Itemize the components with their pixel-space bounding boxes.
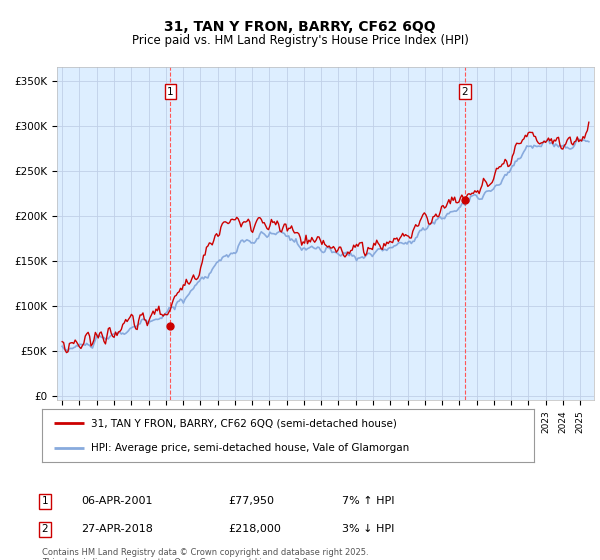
- Text: 27-APR-2018: 27-APR-2018: [81, 524, 153, 534]
- Text: Price paid vs. HM Land Registry's House Price Index (HPI): Price paid vs. HM Land Registry's House …: [131, 34, 469, 46]
- Text: 1: 1: [41, 496, 49, 506]
- Text: 3% ↓ HPI: 3% ↓ HPI: [342, 524, 394, 534]
- Text: HPI: Average price, semi-detached house, Vale of Glamorgan: HPI: Average price, semi-detached house,…: [91, 442, 409, 452]
- Text: 31, TAN Y FRON, BARRY, CF62 6QQ (semi-detached house): 31, TAN Y FRON, BARRY, CF62 6QQ (semi-de…: [91, 418, 397, 428]
- Text: £218,000: £218,000: [228, 524, 281, 534]
- Text: 2: 2: [41, 524, 49, 534]
- Text: Contains HM Land Registry data © Crown copyright and database right 2025.
This d: Contains HM Land Registry data © Crown c…: [42, 548, 368, 560]
- Text: 31, TAN Y FRON, BARRY, CF62 6QQ: 31, TAN Y FRON, BARRY, CF62 6QQ: [164, 20, 436, 34]
- Text: 7% ↑ HPI: 7% ↑ HPI: [342, 496, 395, 506]
- Text: 2: 2: [461, 86, 468, 96]
- Text: £77,950: £77,950: [228, 496, 274, 506]
- Text: 1: 1: [167, 86, 174, 96]
- Text: 06-APR-2001: 06-APR-2001: [81, 496, 152, 506]
